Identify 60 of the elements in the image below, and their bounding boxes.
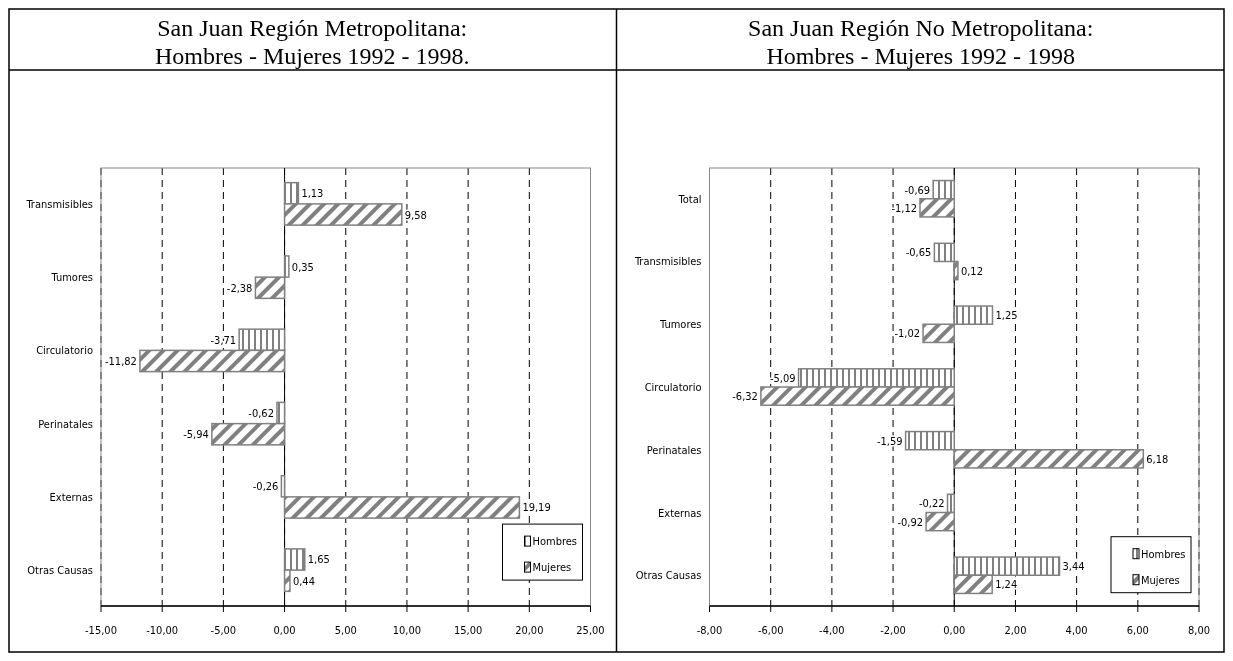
text: -1,12	[891, 201, 917, 215]
text: 9,58	[404, 208, 427, 222]
legend-label: Mujeres	[532, 561, 572, 575]
text: -0,22	[918, 497, 945, 511]
x-tick-label: -6,00	[757, 624, 784, 637]
x-tick-label: 4,00	[1065, 624, 1088, 637]
text: -11,82	[105, 355, 137, 368]
x-tick-label: -15,00	[85, 624, 117, 637]
text: 1,65	[307, 553, 330, 567]
text: -0,69	[904, 183, 931, 197]
x-tick-label: 20,00	[515, 624, 544, 637]
text: -0,26	[252, 480, 279, 494]
x-tick-label: -5,00	[210, 624, 237, 637]
text: -3,71	[210, 333, 237, 347]
x-tick-label: 2,00	[1004, 624, 1027, 637]
x-tick-label: 6,00	[1126, 624, 1149, 637]
y-tick-label: Transmisibles	[25, 197, 93, 211]
y-tick-label: Otras Causas	[635, 569, 702, 583]
y-tick-label: Tumores	[50, 271, 93, 285]
y-tick-label: Otras Causas	[27, 564, 93, 578]
x-tick-label: 0,00	[273, 624, 296, 637]
x-tick-label: 0,00	[943, 624, 966, 637]
text: -0,62	[248, 407, 274, 420]
text: -5,94	[183, 428, 209, 442]
legend-label: Hombres	[1141, 547, 1186, 561]
text: -5,09	[769, 371, 796, 385]
text: 0,12	[960, 264, 983, 278]
text: 1,24	[995, 578, 1018, 592]
y-tick-label: Externas	[49, 490, 93, 504]
text: -1,02	[894, 327, 921, 341]
chart-title: San Juan Región No Metropolitana: Hombres - Mujeres 1992 - 1998	[748, 15, 1094, 69]
y-tick-label: Circulatorio	[644, 381, 702, 394]
chart-title: San Juan Región Metropolitana: Hombres - Mujeres 1992 - 1998.	[154, 15, 470, 69]
text: -0,65	[905, 246, 932, 260]
text: -0,92	[897, 515, 924, 529]
text: -6,32	[732, 390, 758, 404]
x-tick-label: 10,00	[392, 624, 422, 637]
x-tick-label: -2,00	[880, 624, 906, 637]
y-tick-label: Perinatales	[38, 417, 93, 431]
x-tick-label: -8,00	[696, 624, 723, 637]
x-tick-label: -10,00	[146, 624, 179, 637]
text: -2,38	[226, 281, 253, 295]
legend-label: Hombres	[532, 535, 577, 549]
y-tick-label: Transmisibles	[633, 255, 702, 269]
x-tick-label: 5,00	[334, 624, 357, 637]
text: 0,44	[292, 574, 315, 588]
x-tick-label: 25,00	[576, 624, 605, 637]
legend-label: Mujeres	[1141, 573, 1180, 587]
x-tick-label: 8,00	[1187, 624, 1211, 637]
y-tick-label: Perinatales	[646, 443, 702, 457]
text: 6,18	[1146, 452, 1169, 466]
x-tick-label: -4,00	[819, 624, 845, 637]
y-tick-label: Tumores	[659, 318, 702, 332]
y-tick-label: Externas	[658, 506, 702, 520]
y-tick-label: Circulatorio	[36, 344, 93, 358]
text: 0,35	[291, 260, 314, 274]
x-tick-label: 15,00	[453, 624, 483, 637]
text: 1,13	[301, 187, 324, 201]
y-tick-label: Total	[677, 192, 702, 206]
text: -1,59	[877, 434, 903, 448]
